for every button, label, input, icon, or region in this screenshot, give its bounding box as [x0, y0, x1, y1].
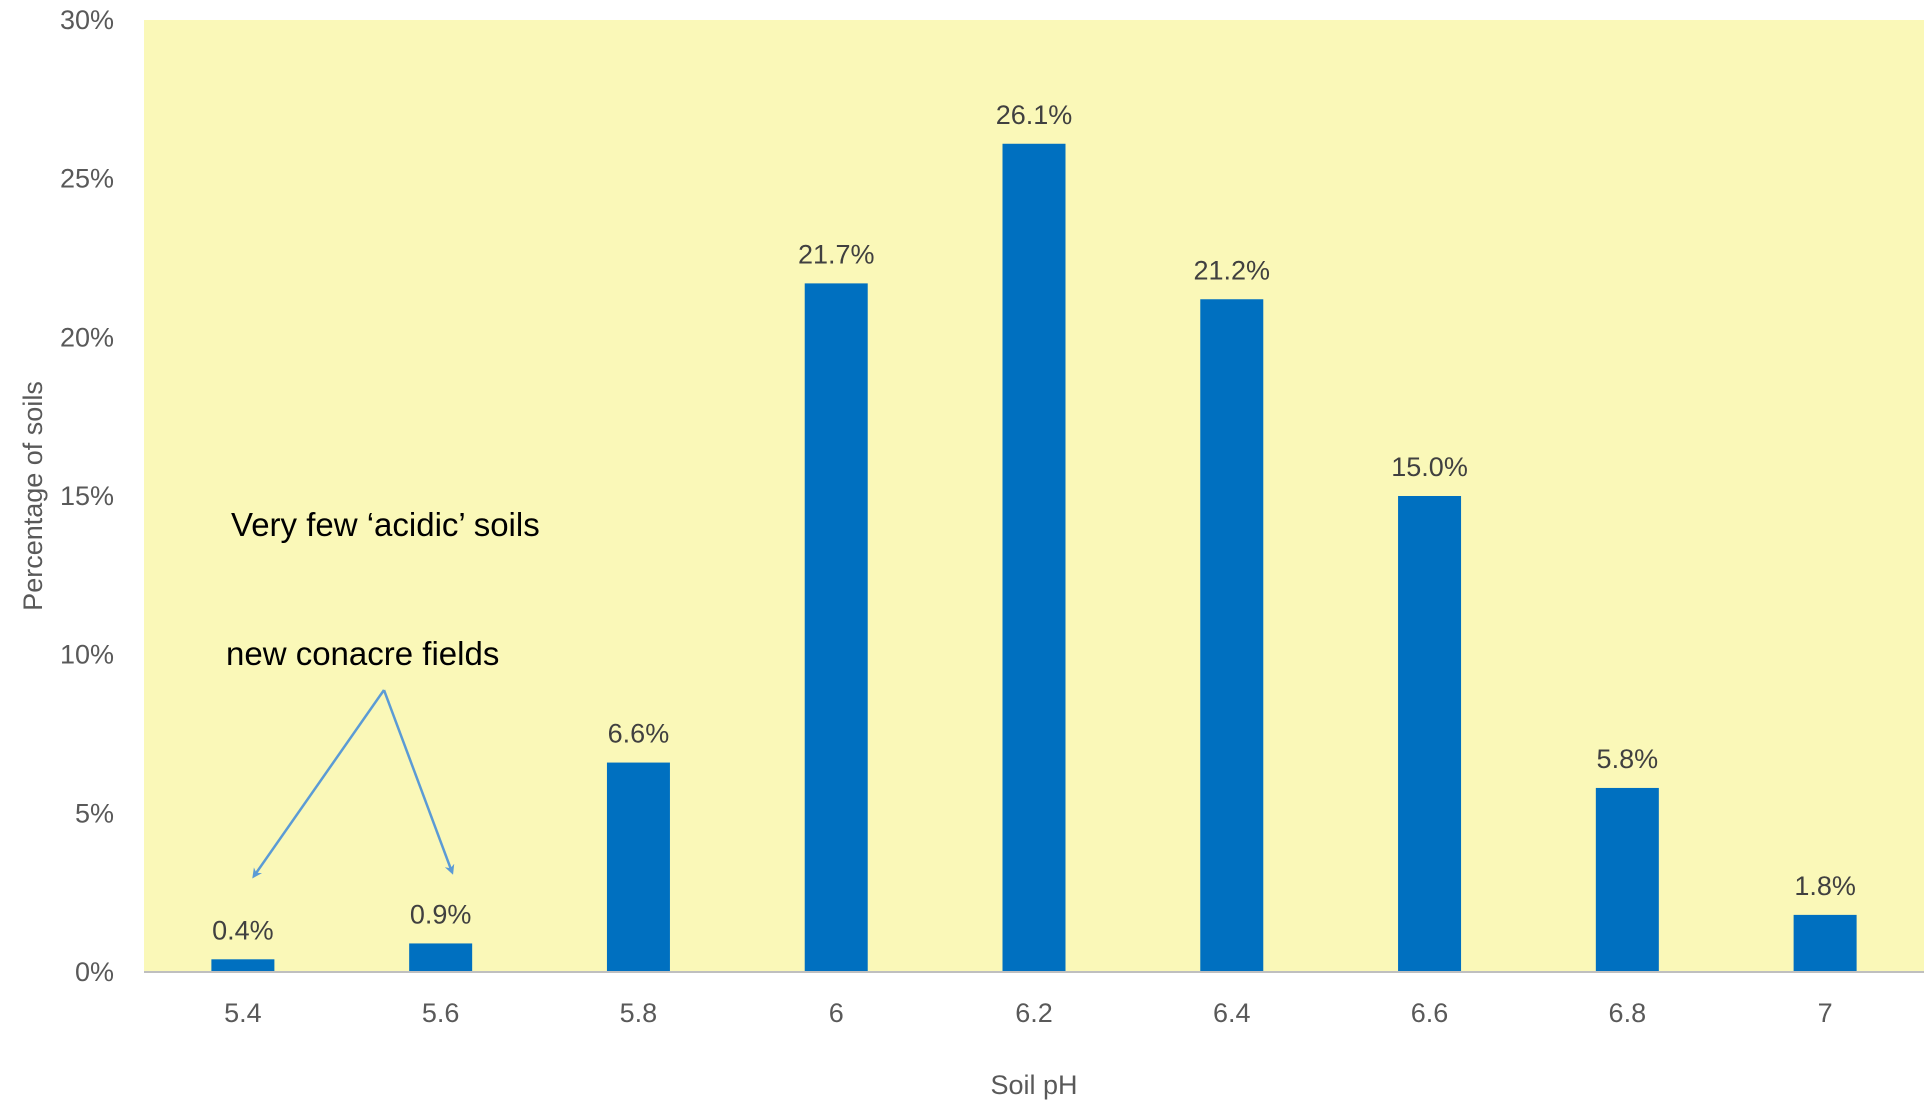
annotation-arrow-label: new conacre fields [226, 635, 499, 672]
y-tick-label: 15% [60, 481, 114, 511]
x-tick-label: 6.2 [1015, 998, 1053, 1028]
x-tick-label: 5.8 [620, 998, 658, 1028]
y-tick-label: 30% [60, 5, 114, 35]
annotation-arrows [252, 689, 455, 879]
x-tick-label: 6.4 [1213, 998, 1251, 1028]
bar-data-label: 0.9% [410, 899, 472, 929]
bar [1398, 496, 1462, 972]
y-axis-title: Percentage of soils [18, 381, 48, 611]
x-tick-label: 7 [1818, 998, 1833, 1028]
x-axis-ticks: 5.4 5.6 5.8 6 6.2 6.4 6.6 6.8 7 [224, 998, 1833, 1028]
bar [1595, 787, 1659, 972]
y-tick-label: 5% [75, 798, 114, 828]
bar [1002, 143, 1066, 972]
y-tick-label: 0% [75, 957, 114, 987]
bar-data-label: 5.8% [1597, 744, 1659, 774]
x-tick-label: 6.8 [1609, 998, 1647, 1028]
x-axis-title: Soil pH [990, 1070, 1077, 1100]
y-tick-label: 20% [60, 322, 114, 352]
annotation-heading: Very few ‘acidic’ soils [231, 506, 540, 543]
bar-data-label: 6.6% [608, 719, 670, 749]
bar [1793, 914, 1857, 972]
bar [211, 959, 275, 972]
bar-data-labels: 0.4% 0.9% 6.6% 21.7% 26.1% 21.2% 15.0% 5.8% 1.8% [212, 100, 1856, 946]
x-tick-label: 5.4 [224, 998, 262, 1028]
bar [606, 762, 670, 972]
bar-data-label: 1.8% [1794, 871, 1856, 901]
annotation-arrow [252, 689, 386, 879]
x-tick-label: 5.6 [422, 998, 460, 1028]
y-tick-label: 10% [60, 640, 114, 670]
y-tick-label: 25% [60, 164, 114, 194]
y-axis-ticks: 0% 5% 10% 15% 20% 25% 30% [60, 5, 114, 987]
bars [211, 143, 1857, 973]
bar [1200, 299, 1264, 973]
bar-data-label: 0.4% [212, 915, 274, 945]
bar-data-label: 26.1% [996, 100, 1073, 130]
bar-data-label: 21.2% [1193, 255, 1270, 285]
x-tick-label: 6 [829, 998, 844, 1028]
x-tick-label: 6.6 [1411, 998, 1449, 1028]
bar-data-label: 21.7% [798, 239, 875, 269]
bar-data-label: 15.0% [1391, 452, 1468, 482]
annotation-arrow [382, 689, 455, 875]
bar [804, 283, 868, 972]
bar [409, 943, 473, 972]
